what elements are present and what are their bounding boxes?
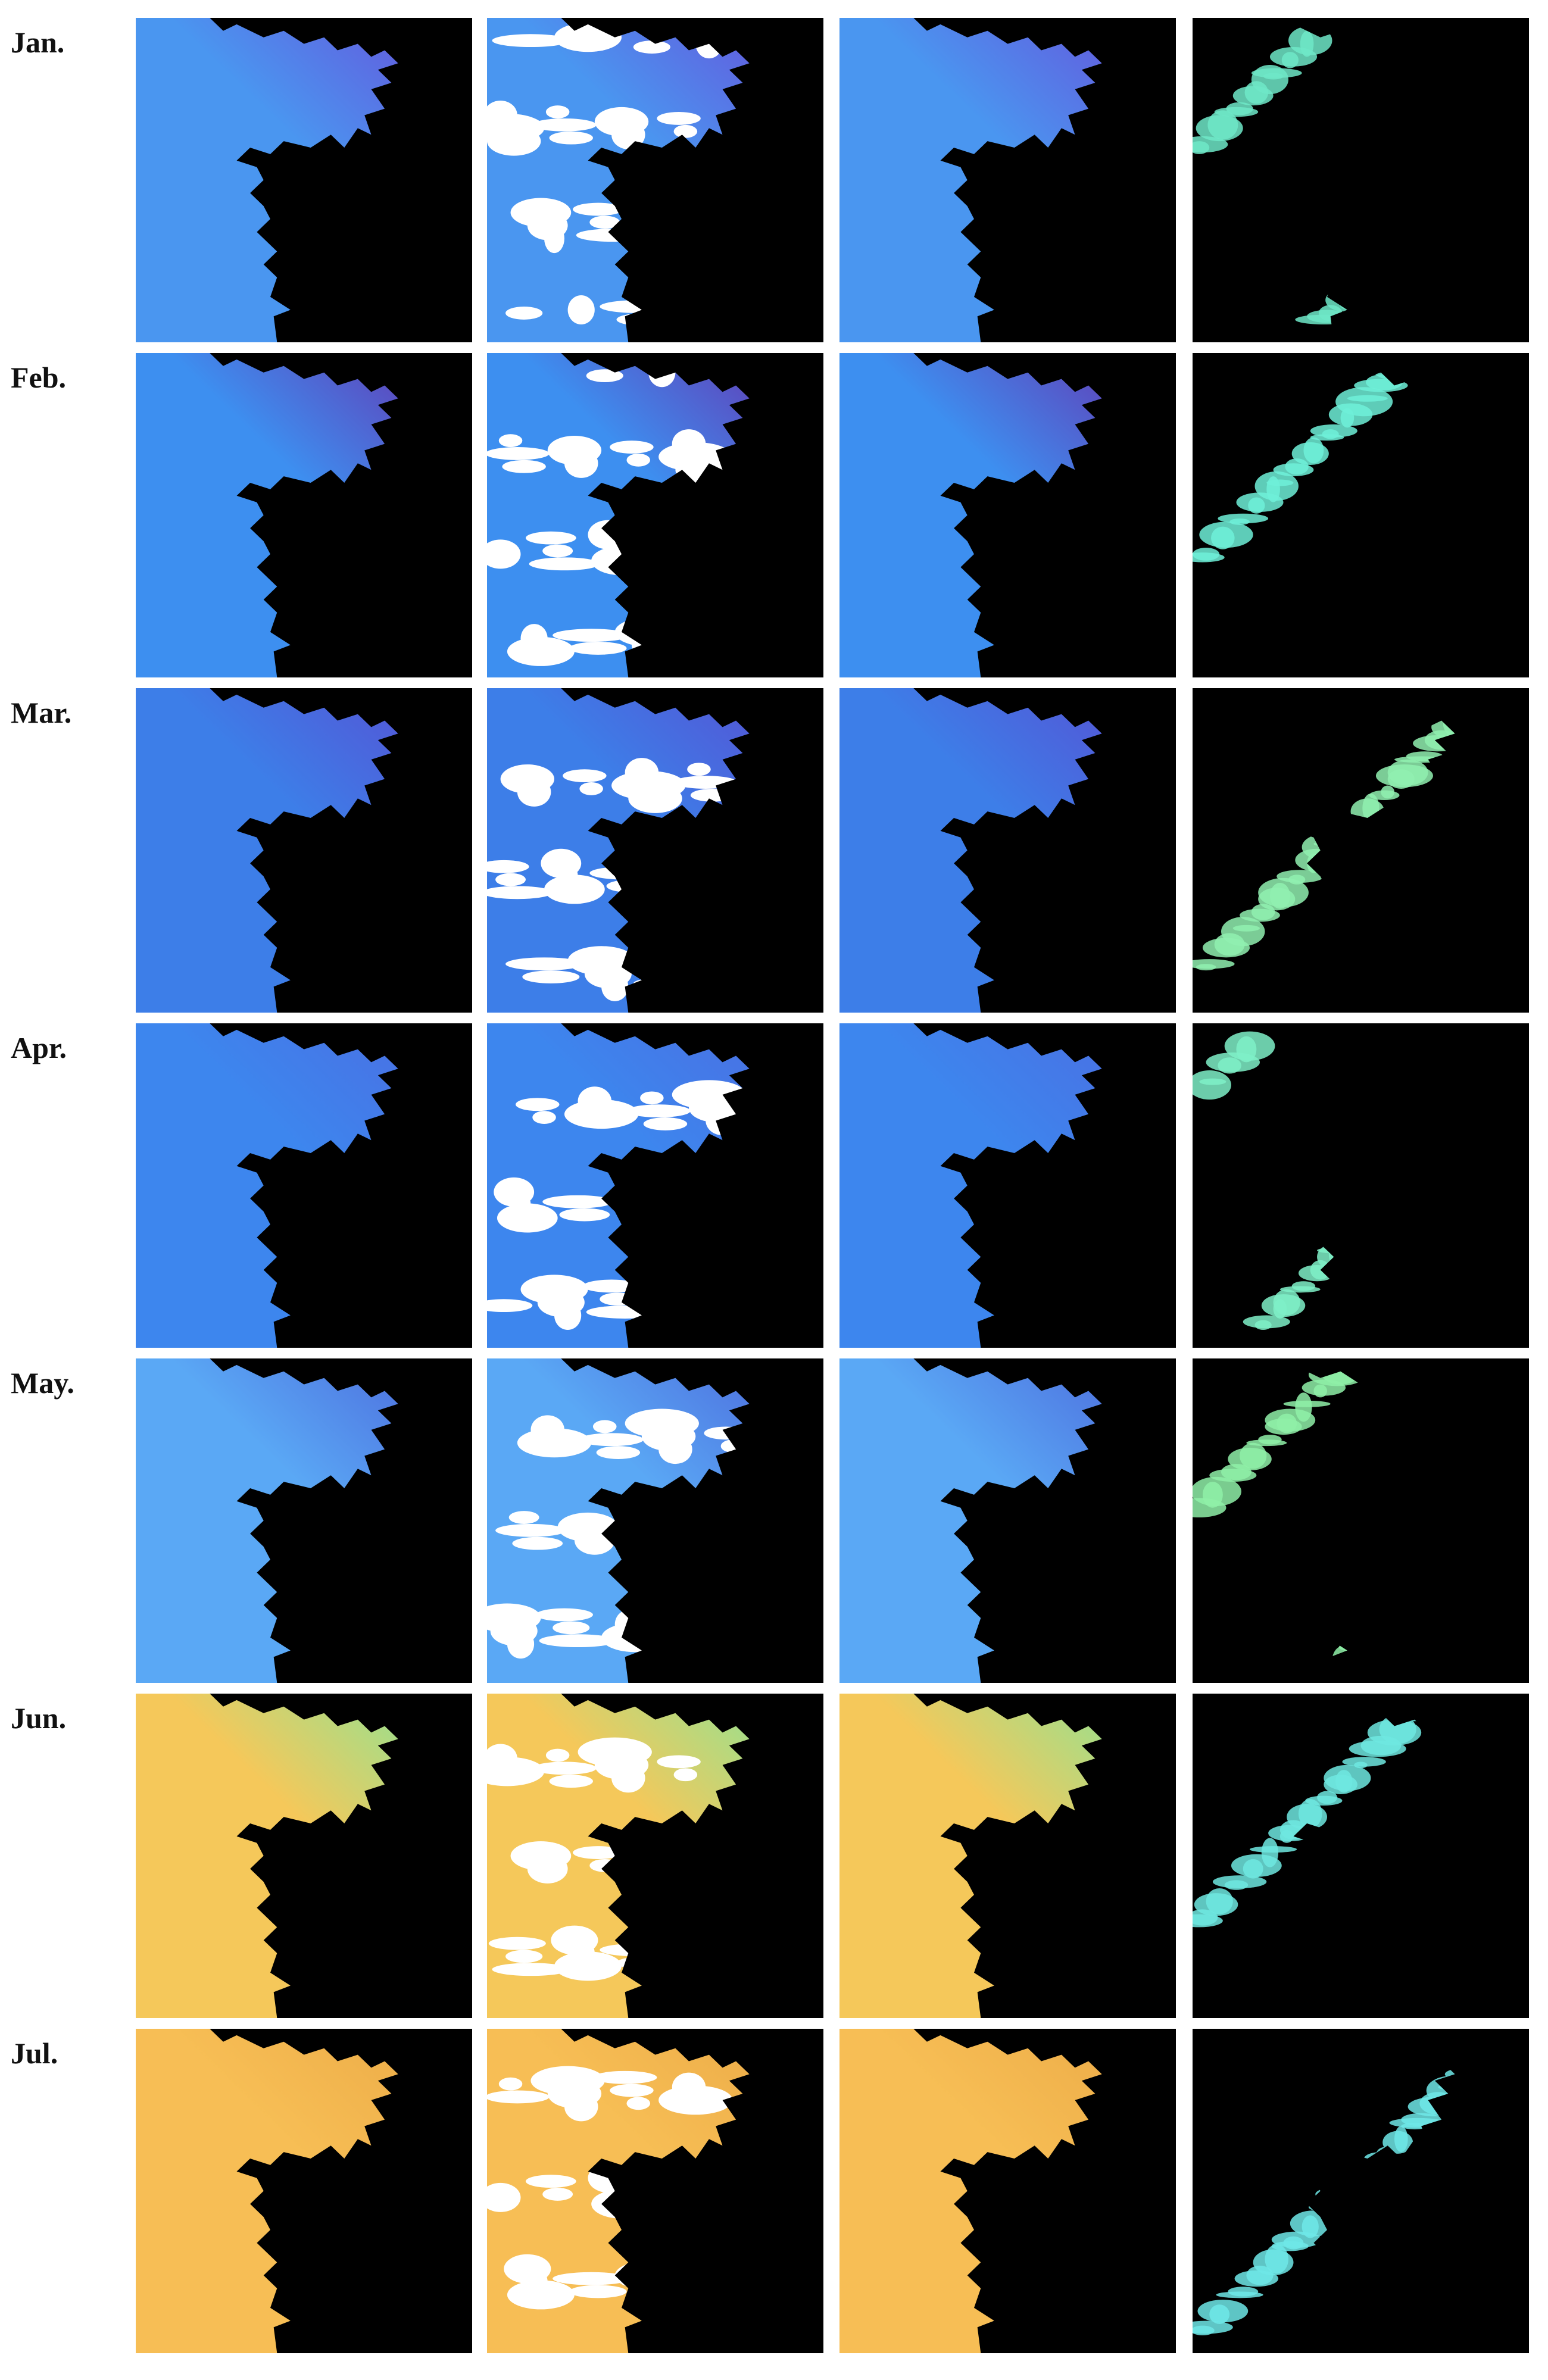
month-label: Mar.	[11, 696, 72, 729]
map-panel-cloud-gaps	[487, 2029, 823, 2353]
map-panel-cloud-gaps	[487, 1358, 823, 1683]
month-row: Jul.	[0, 2029, 1548, 2359]
map-panel-original	[136, 688, 472, 1013]
map-panel-reconstructed	[839, 353, 1176, 677]
map-panel-gap-fill	[1193, 18, 1529, 342]
map-panel-cloud-gaps	[487, 688, 823, 1013]
month-label: Jan.	[11, 26, 65, 59]
map-panel-gap-fill	[1193, 688, 1529, 1013]
map-panel-original	[136, 1023, 472, 1348]
month-row: Jan.	[0, 18, 1548, 348]
map-panel-cloud-gaps	[487, 18, 823, 342]
map-panel-cloud-gaps	[487, 353, 823, 677]
map-panel-gap-fill	[1193, 1358, 1529, 1683]
map-panel-original	[136, 18, 472, 342]
month-label: Jun.	[11, 1701, 67, 1735]
map-panel-original	[136, 353, 472, 677]
month-row: Jun.	[0, 1694, 1548, 2023]
map-panel-reconstructed	[839, 18, 1176, 342]
map-panel-reconstructed	[839, 2029, 1176, 2353]
map-panel-reconstructed	[839, 1023, 1176, 1348]
month-row: Feb.	[0, 353, 1548, 683]
map-panel-cloud-gaps	[487, 1023, 823, 1348]
month-label: Apr.	[11, 1031, 67, 1064]
map-panel-cloud-gaps	[487, 1694, 823, 2018]
map-panel-gap-fill	[1193, 2029, 1529, 2353]
map-panel-reconstructed	[839, 688, 1176, 1013]
map-panel-original	[136, 1358, 472, 1683]
month-label: Feb.	[11, 361, 67, 394]
map-panel-reconstructed	[839, 1694, 1176, 2018]
month-row: Apr.	[0, 1023, 1548, 1353]
month-row: May.	[0, 1358, 1548, 1688]
month-label: May.	[11, 1366, 74, 1400]
month-row: Mar.	[0, 688, 1548, 1018]
month-label: Jul.	[11, 2037, 58, 2070]
map-panel-original	[136, 2029, 472, 2353]
map-panel-reconstructed	[839, 1358, 1176, 1683]
map-panel-gap-fill	[1193, 1023, 1529, 1348]
map-panel-gap-fill	[1193, 353, 1529, 677]
map-panel-original	[136, 1694, 472, 2018]
map-panel-gap-fill	[1193, 1694, 1529, 2018]
